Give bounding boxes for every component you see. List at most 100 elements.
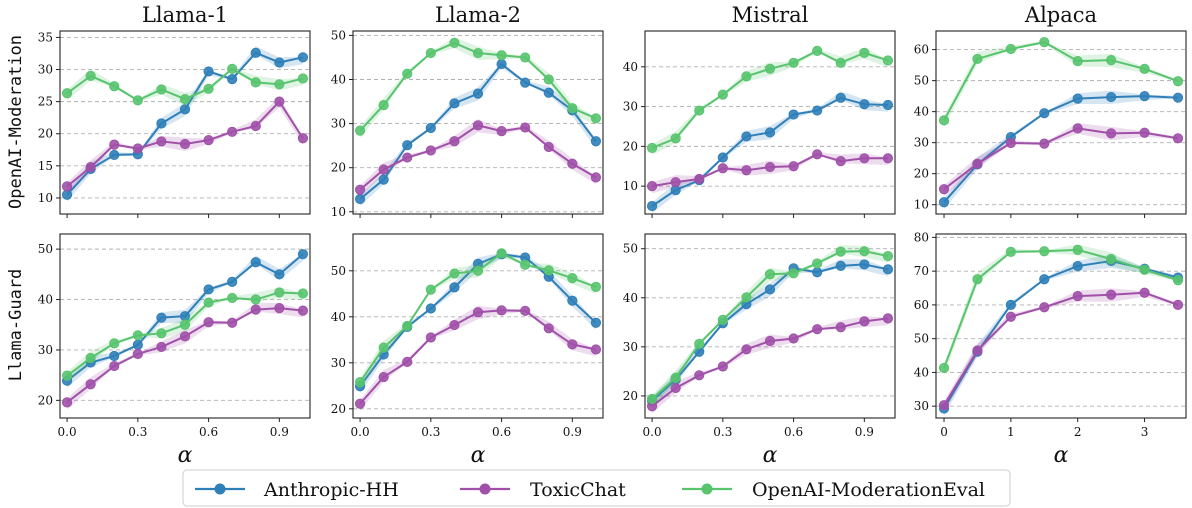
point-openai-moderationeval	[972, 53, 983, 65]
point-openai-moderationeval	[472, 47, 484, 59]
y-tick-label: 40	[331, 73, 346, 87]
point-anthropic-hh	[1172, 92, 1184, 103]
point-openai-moderationeval	[472, 265, 484, 276]
y-tick-label: 40	[623, 60, 638, 74]
y-tick-label: 40	[38, 293, 53, 307]
point-toxicchat	[378, 164, 389, 175]
point-toxicchat	[717, 361, 728, 372]
point-anthropic-hh	[297, 52, 309, 63]
point-anthropic-hh	[741, 131, 752, 142]
y-tick-label: 70	[914, 264, 929, 278]
series-line-toxicchat	[943, 291, 1179, 406]
legend-box	[182, 469, 1011, 507]
confidence-band-anthropic-hh	[944, 90, 1178, 210]
point-openai-moderationeval	[179, 319, 191, 330]
point-anthropic-hh	[788, 109, 799, 120]
point-toxicchat	[425, 332, 436, 343]
point-toxicchat	[1139, 287, 1150, 298]
point-toxicchat	[449, 136, 460, 147]
series-line-toxicchat	[359, 309, 597, 405]
point-openai-moderationeval	[132, 330, 143, 341]
y-tick-label: 30	[38, 63, 53, 77]
point-openai-moderationeval	[764, 269, 776, 280]
point-toxicchat	[543, 141, 554, 153]
y-tick-label: 30	[38, 343, 53, 357]
plot-frame	[644, 233, 896, 419]
point-anthropic-hh	[764, 127, 776, 138]
x-tick-label: 0.9	[563, 425, 582, 439]
y-tick-label: 50	[331, 28, 346, 42]
point-openai-moderationeval	[694, 105, 705, 116]
point-toxicchat	[449, 319, 460, 331]
point-anthropic-hh	[835, 92, 846, 103]
point-openai-moderationeval	[402, 320, 413, 332]
point-openai-moderationeval	[859, 246, 870, 257]
point-toxicchat	[472, 120, 484, 131]
point-anthropic-hh	[1106, 91, 1117, 103]
point-toxicchat	[788, 333, 799, 344]
y-tick-label: 50	[623, 242, 638, 256]
point-openai-moderationeval	[179, 93, 191, 105]
point-openai-moderationeval	[425, 47, 436, 59]
point-toxicchat	[1039, 138, 1050, 149]
point-anthropic-hh	[250, 47, 261, 58]
point-openai-moderationeval	[496, 248, 507, 259]
point-anthropic-hh	[156, 118, 167, 129]
point-toxicchat	[109, 360, 120, 372]
point-toxicchat	[85, 379, 96, 390]
point-toxicchat	[972, 158, 983, 169]
y-tick-label: 50	[38, 242, 53, 256]
point-toxicchat	[859, 153, 870, 164]
point-openai-moderationeval	[812, 45, 823, 56]
point-openai-moderationeval	[250, 294, 261, 305]
point-toxicchat	[520, 305, 531, 316]
point-anthropic-hh	[1072, 260, 1083, 272]
point-openai-moderationeval	[590, 113, 602, 124]
series-line-anthropic-hh	[651, 96, 888, 207]
point-openai-moderationeval	[496, 50, 507, 61]
point-openai-moderationeval	[764, 63, 776, 74]
point-anthropic-hh	[567, 295, 578, 306]
x-tick-label: 0.6	[492, 425, 511, 439]
point-anthropic-hh	[402, 140, 413, 151]
y-tick-label: 20	[623, 139, 638, 153]
point-toxicchat	[274, 303, 285, 314]
point-openai-moderationeval	[543, 265, 554, 276]
point-toxicchat	[670, 382, 681, 394]
point-anthropic-hh	[378, 174, 389, 185]
xlabel-col-4: α	[1054, 443, 1069, 468]
confidence-band-anthropic-hh	[360, 62, 596, 207]
point-openai-moderationeval	[859, 47, 870, 58]
point-openai-moderationeval	[1072, 244, 1083, 255]
panel-1: 10 15 20 25 30 35	[38, 30, 311, 218]
y-tick-label: 50	[914, 74, 929, 88]
series-line-openai-moderationeval	[943, 41, 1179, 121]
panel-3: 10 20 30 40	[623, 30, 896, 218]
point-openai-moderationeval	[567, 273, 578, 284]
legend: Anthropic-HH ToxicChat OpenAI-Moderation…	[182, 469, 1011, 507]
point-toxicchat	[543, 323, 554, 334]
point-openai-moderationeval	[1005, 246, 1016, 257]
x-tick-label: 2	[1074, 425, 1082, 439]
point-anthropic-hh	[1039, 108, 1050, 119]
point-toxicchat	[741, 344, 752, 355]
point-openai-moderationeval	[882, 55, 894, 66]
point-toxicchat	[250, 120, 261, 132]
point-openai-moderationeval	[1139, 63, 1150, 74]
point-toxicchat	[378, 371, 389, 383]
x-tick-label: 0.3	[128, 425, 147, 439]
point-openai-moderationeval	[717, 314, 728, 325]
series-line-openai-moderationeval	[943, 248, 1179, 369]
point-openai-moderationeval	[378, 342, 389, 353]
point-openai-moderationeval	[297, 288, 309, 299]
point-toxicchat	[567, 339, 578, 350]
point-anthropic-hh	[835, 260, 846, 271]
point-openai-moderationeval	[274, 287, 285, 298]
point-anthropic-hh	[882, 99, 894, 111]
point-openai-moderationeval	[938, 115, 950, 126]
point-toxicchat	[354, 184, 366, 195]
point-anthropic-hh	[859, 99, 870, 110]
point-openai-moderationeval	[61, 88, 73, 99]
point-openai-moderationeval	[520, 259, 531, 270]
